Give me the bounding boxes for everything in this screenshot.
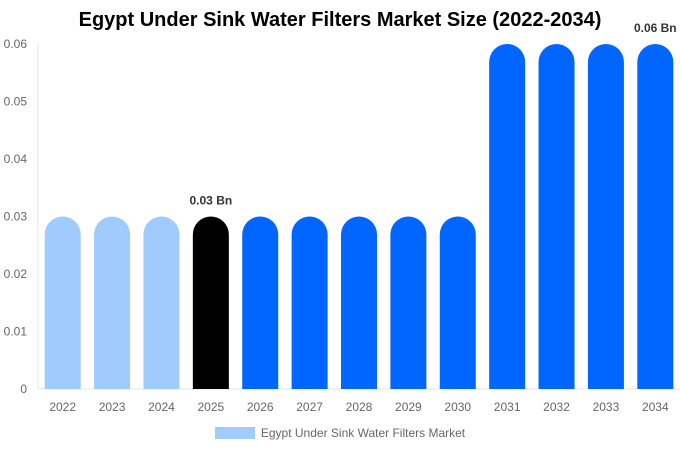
- chart-title: Egypt Under Sink Water Filters Market Si…: [78, 9, 602, 31]
- x-tick-label: 2024: [148, 400, 175, 414]
- bar-2026[interactable]: [242, 216, 279, 390]
- bar-2032[interactable]: [538, 44, 575, 389]
- bar-2022[interactable]: [44, 216, 81, 390]
- x-tick-label: 2022: [49, 400, 76, 414]
- x-tick-label: 2027: [296, 400, 323, 414]
- x-tick-label: 2029: [395, 400, 422, 414]
- x-tick-label: 2023: [99, 400, 126, 414]
- bar-2034[interactable]: [637, 44, 674, 389]
- bar-2030[interactable]: [439, 216, 476, 390]
- bar-2025[interactable]: [192, 216, 229, 390]
- x-tick-label: 2026: [247, 400, 274, 414]
- y-tick-label: 0.02: [4, 267, 28, 281]
- x-tick-label: 2034: [642, 400, 669, 414]
- bar-2033[interactable]: [587, 44, 624, 389]
- x-tick-label: 2031: [494, 400, 521, 414]
- bar-2031[interactable]: [489, 43, 526, 389]
- bar-2027[interactable]: [291, 216, 328, 390]
- x-tick-label: 2033: [593, 400, 620, 414]
- y-tick-label: 0.03: [4, 210, 28, 224]
- y-tick-label: 0.06: [4, 37, 28, 51]
- bar-2028[interactable]: [341, 216, 377, 390]
- bar-2024[interactable]: [143, 216, 180, 390]
- y-tick-label: 0.04: [4, 152, 28, 166]
- y-tick-label: 0.05: [4, 95, 28, 109]
- data-label: 0.06 Bn: [634, 21, 677, 35]
- legend-swatch: [214, 427, 255, 439]
- bar-2029[interactable]: [390, 216, 427, 390]
- y-tick-label: 0: [20, 382, 27, 396]
- x-tick-label: 2030: [444, 400, 471, 414]
- x-tick-label: 2028: [346, 400, 373, 414]
- y-tick-label: 0.01: [4, 325, 28, 339]
- legend-label: Egypt Under Sink Water Filters Market: [260, 426, 466, 440]
- legend[interactable]: Egypt Under Sink Water Filters Market: [0, 426, 680, 440]
- bar-2023[interactable]: [94, 216, 131, 390]
- x-tick-label: 2025: [197, 400, 224, 414]
- data-label: 0.03 Bn: [190, 194, 233, 208]
- x-tick-label: 2032: [543, 400, 570, 414]
